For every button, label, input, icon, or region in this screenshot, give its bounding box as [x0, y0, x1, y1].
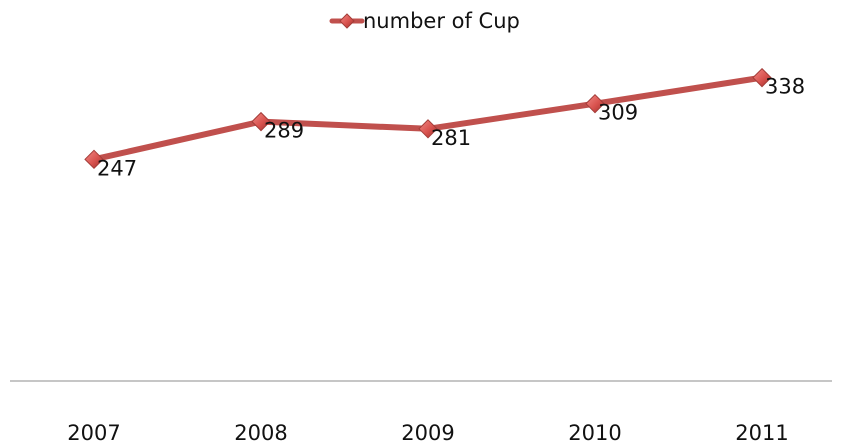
data-point-marker [418, 119, 438, 139]
data-point-marker [251, 111, 271, 132]
data-label: 281 [431, 126, 471, 150]
x-tick-label: 2010 [568, 421, 621, 445]
data-label: 309 [598, 101, 638, 125]
data-label: 289 [264, 119, 304, 143]
data-point-marker [752, 67, 772, 88]
legend-diamond-marker [339, 13, 355, 29]
data-point-marker [84, 149, 104, 170]
data-point-marker [585, 93, 605, 114]
x-tick-label: 2007 [67, 421, 120, 445]
data-label: 338 [765, 75, 805, 99]
x-tick-label: 2009 [401, 421, 454, 445]
x-tick-label: 2011 [735, 421, 788, 445]
x-axis-ticks: 2007 2008 2009 2010 2011 [67, 421, 788, 445]
x-tick-label: 2008 [234, 421, 287, 445]
data-label: 247 [97, 156, 137, 180]
legend-series-name: number of Cup [363, 9, 520, 33]
legend: number of Cup [329, 9, 520, 33]
series-layer: 247 289 281 309 338 [84, 67, 805, 180]
series-line [91, 74, 765, 163]
